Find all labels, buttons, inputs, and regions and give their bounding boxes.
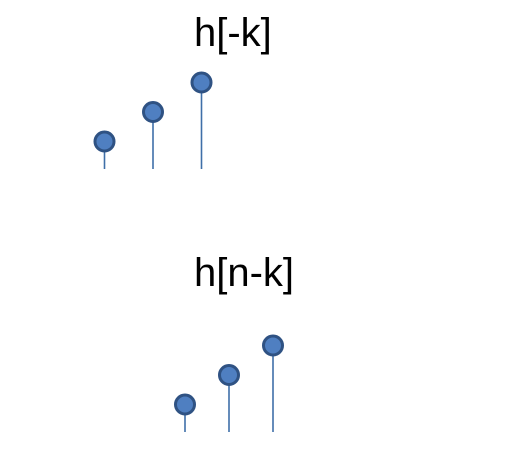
stem-marker	[218, 364, 240, 386]
stem-marker	[142, 101, 164, 123]
vertical-axis-arrow	[137, 20, 169, 42]
stem-marker	[174, 393, 196, 416]
plot-label: h[n-k]	[194, 251, 294, 295]
stem-marker	[190, 71, 213, 94]
stem-series	[174, 334, 284, 432]
plot-h-n-minus-k: h[n-k]	[137, 251, 496, 451]
stem-series	[93, 71, 213, 169]
horizontal-axis-arrow	[472, 417, 496, 451]
plot-h-minus-k: h[-k]	[93, 11, 400, 188]
stem-marker	[93, 130, 116, 153]
horizontal-axis-arrow	[376, 154, 400, 188]
plot-label: h[-k]	[194, 11, 272, 55]
stem-marker	[262, 334, 284, 357]
vertical-axis-arrow	[137, 282, 169, 304]
